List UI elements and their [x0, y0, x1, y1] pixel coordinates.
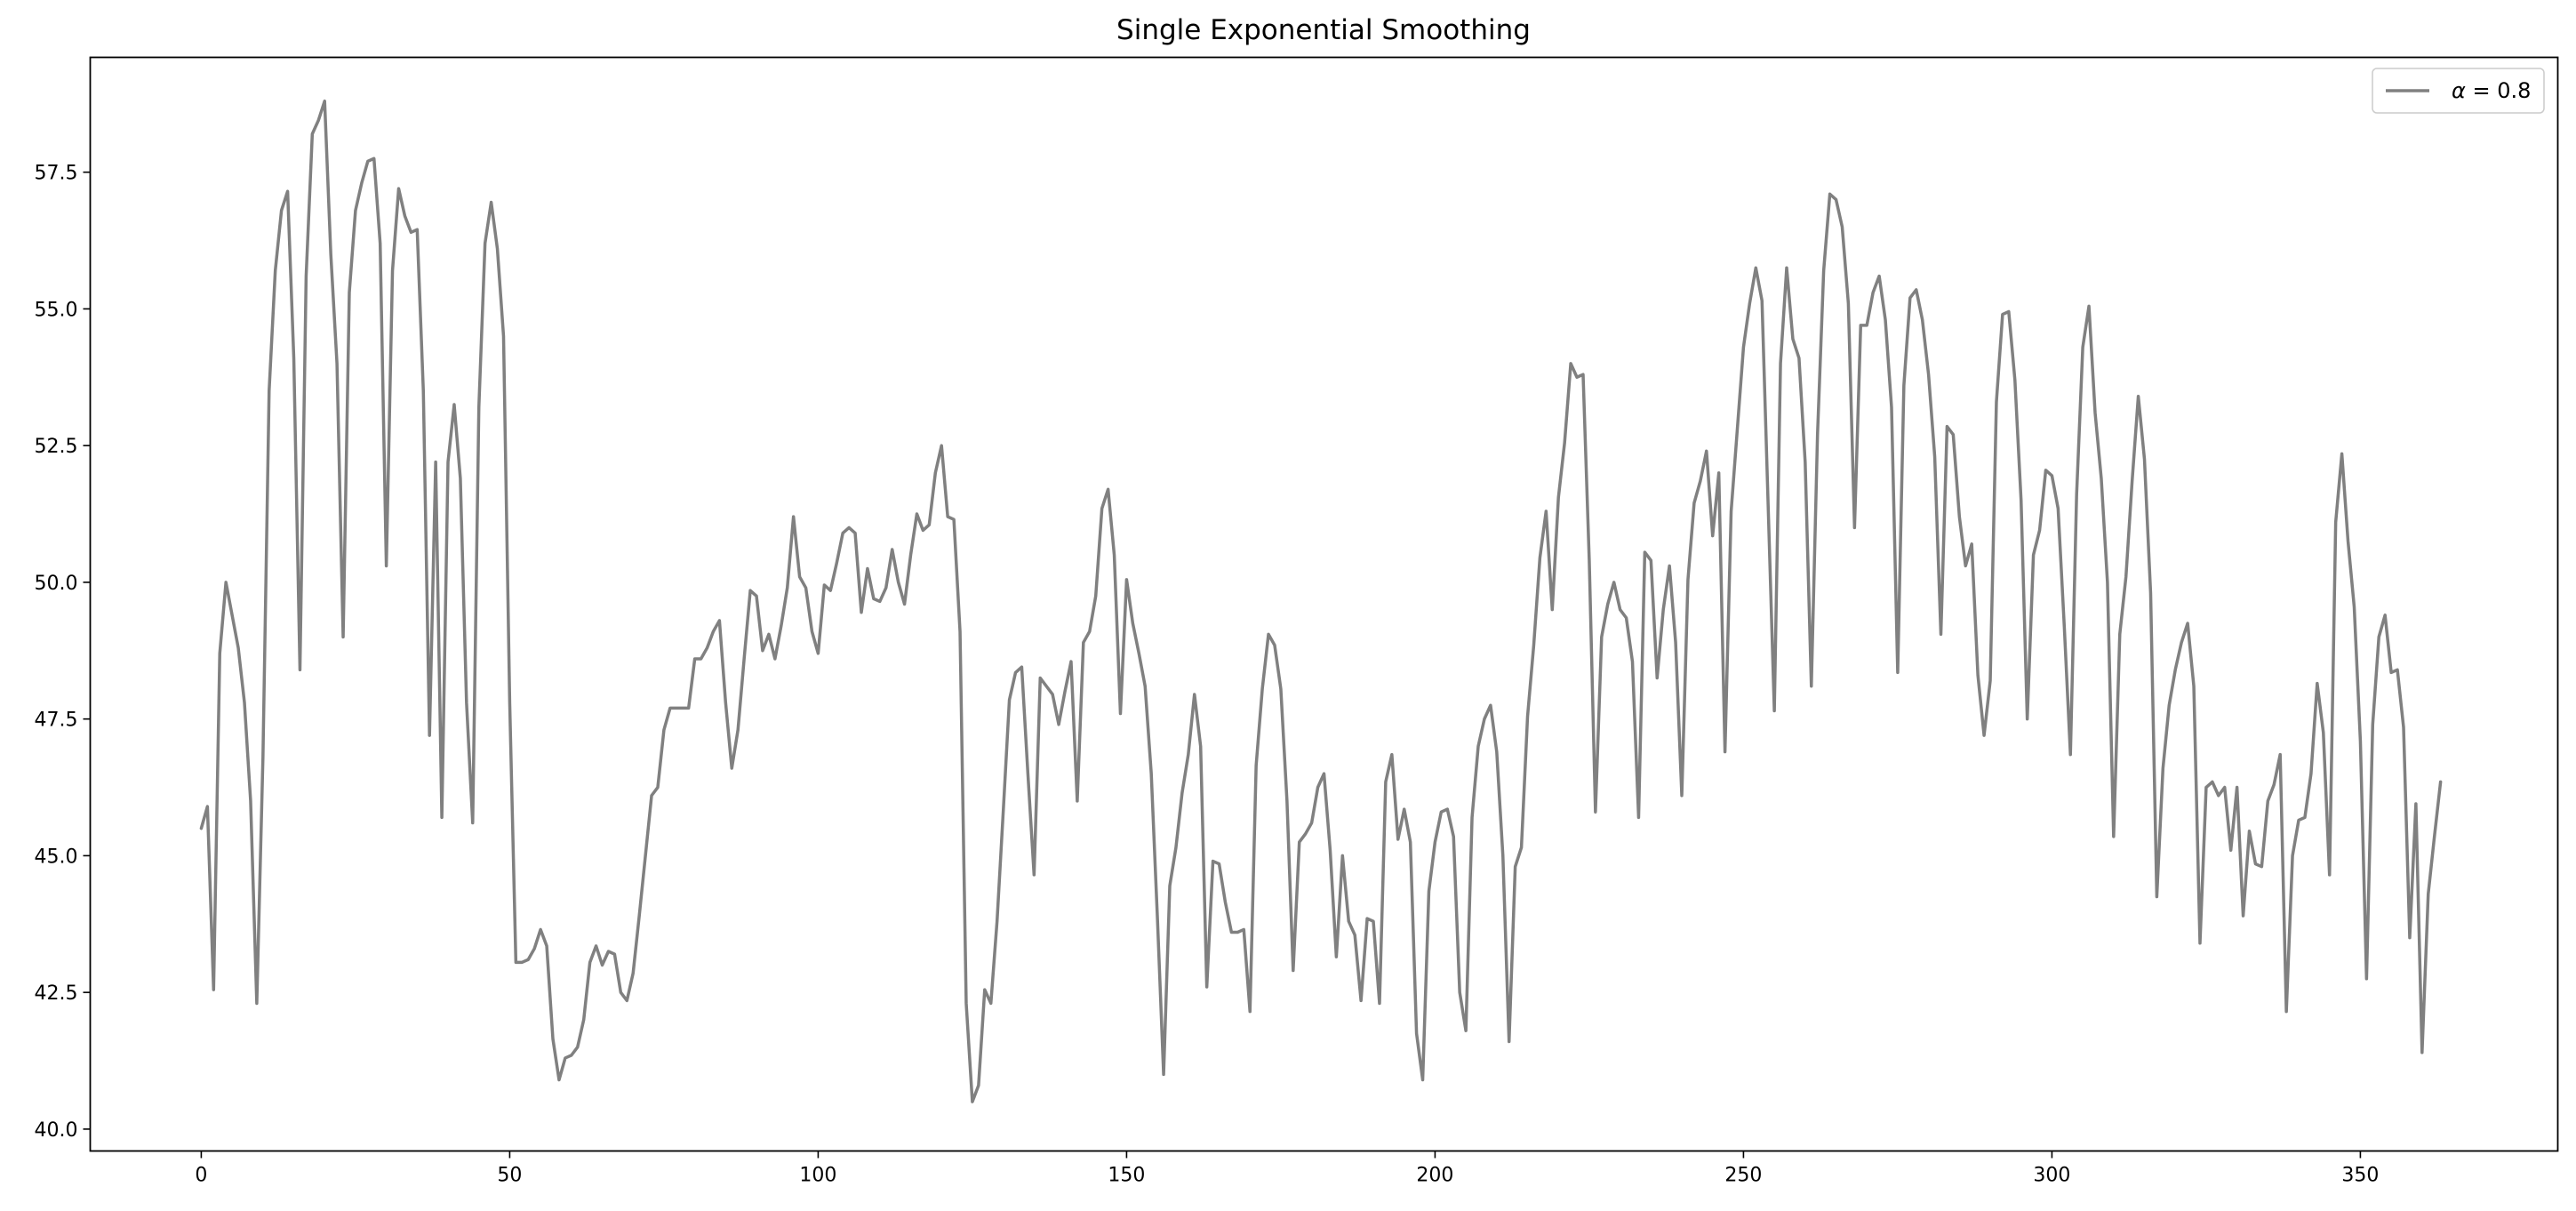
y-tick-label: 45.0 — [35, 846, 78, 868]
series-layer — [199, 99, 2443, 1103]
x-tick-label: 100 — [799, 1165, 836, 1187]
y-tick-label: 42.5 — [35, 982, 78, 1005]
y-tick-label: 57.5 — [35, 163, 78, 185]
legend-box — [2372, 68, 2545, 114]
plot-area-frame — [89, 56, 2559, 1152]
y-tick-label: 47.5 — [35, 710, 78, 732]
chart-title: Single Exponential Smoothing — [1116, 14, 1531, 46]
y-tick-label: 40.0 — [35, 1119, 78, 1142]
x-tick-label: 300 — [2033, 1165, 2070, 1187]
legend-label: α = 0.8 — [2452, 78, 2531, 103]
x-tick-label: 0 — [195, 1165, 207, 1187]
x-tick-label: 150 — [1108, 1165, 1145, 1187]
y-tick-label: 52.5 — [35, 436, 78, 458]
x-axis: 0 50 100 150 200 250 300 350 — [195, 1151, 2379, 1187]
x-tick-label: 350 — [2341, 1165, 2379, 1187]
x-tick-label: 50 — [497, 1165, 522, 1187]
x-tick-label: 250 — [1724, 1165, 1762, 1187]
y-tick-label: 50.0 — [35, 573, 78, 595]
y-axis: 40.0 42.5 45.0 47.5 50.0 52.5 55.0 57.5 — [35, 163, 91, 1142]
legend: α = 0.8 — [2372, 68, 2545, 114]
y-tick-label: 55.0 — [35, 299, 78, 321]
series-line — [199, 99, 2443, 1103]
x-tick-label: 200 — [1416, 1165, 1453, 1187]
